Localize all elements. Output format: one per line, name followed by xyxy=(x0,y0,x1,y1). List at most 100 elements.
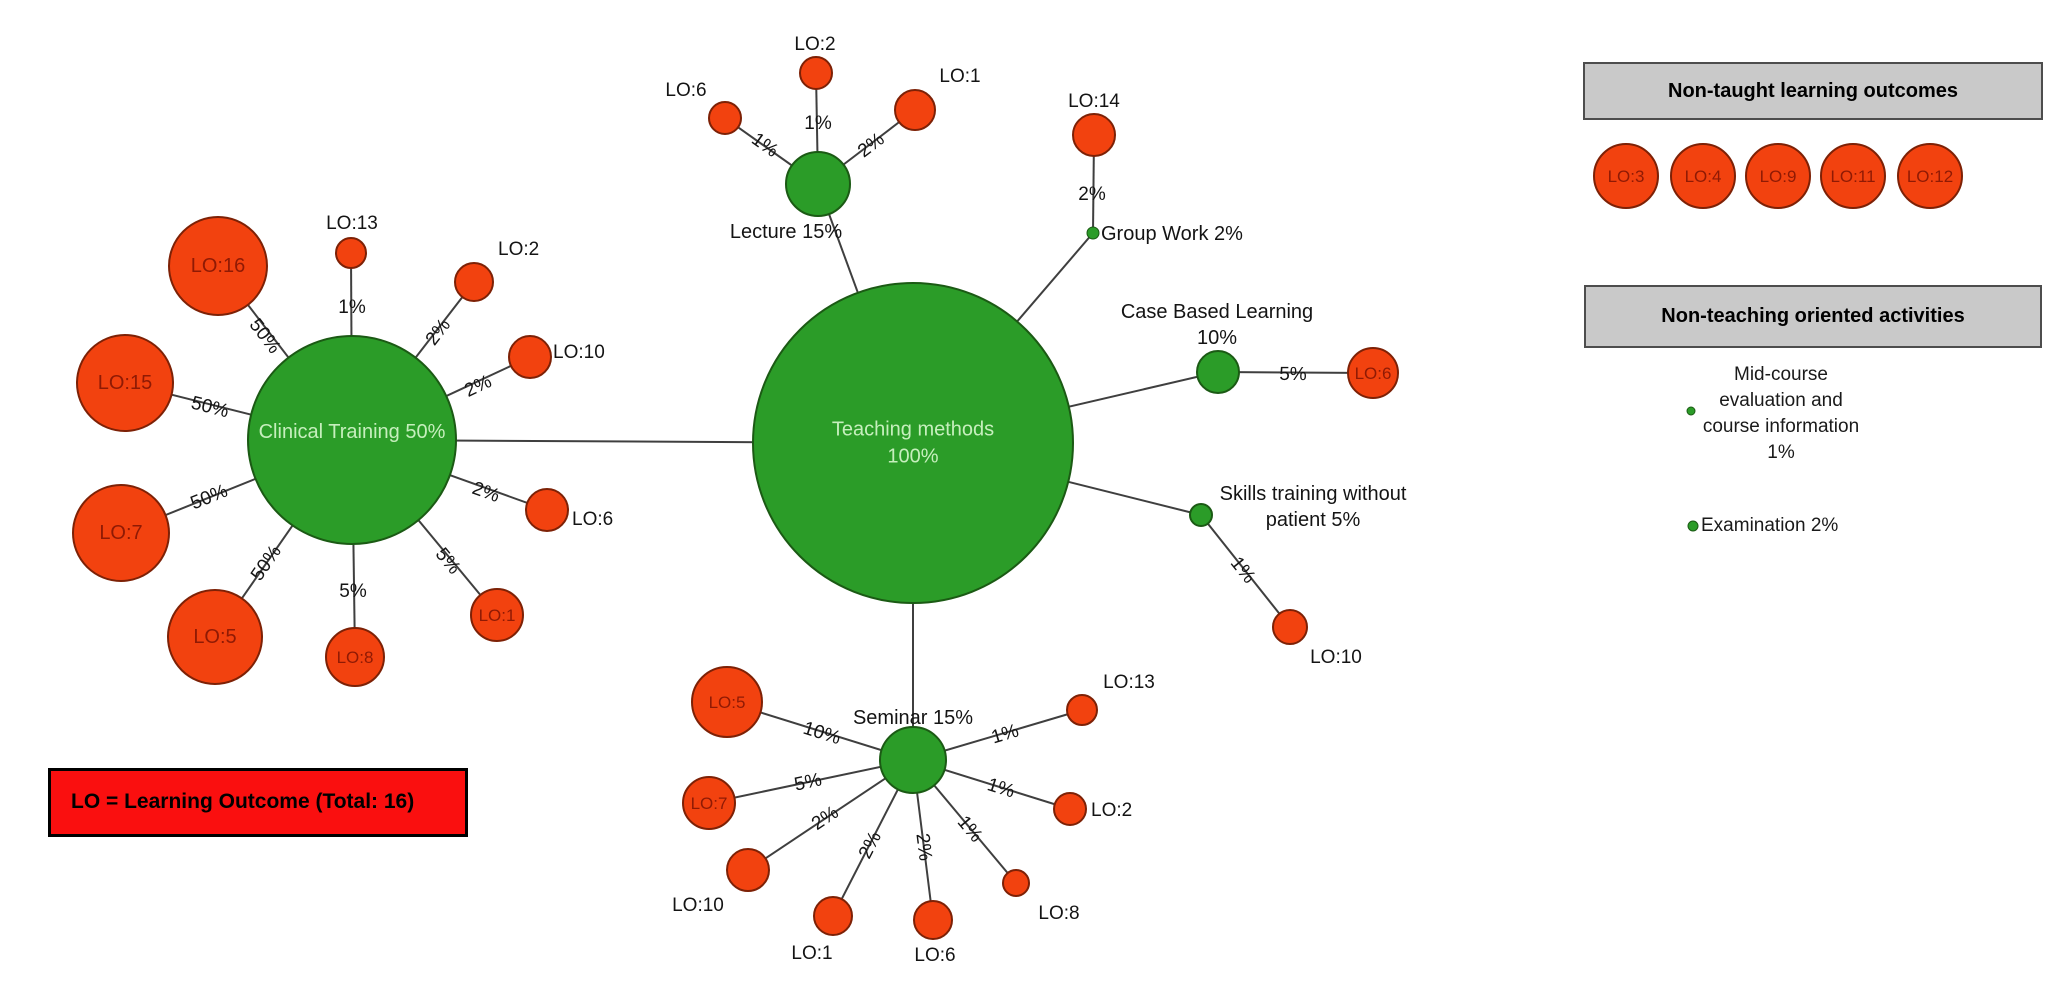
label-skills: Skills training without patient 5% xyxy=(1220,483,1407,531)
node-ct-lo2 xyxy=(454,262,494,302)
label-seminar: Seminar 15% xyxy=(853,707,973,729)
node-lecture xyxy=(785,151,851,217)
label-cbl-lo6: LO:6 xyxy=(1355,364,1392,383)
label-sem-lo6: LO:6 xyxy=(914,945,955,966)
label-nt-lo9: LO:9 xyxy=(1760,167,1797,186)
node-dot-midcourse xyxy=(1686,406,1696,416)
midcourse-evaluation-entry: Mid-course evaluation and course informati… xyxy=(1661,362,1901,466)
label-sem-lo5: LO:5 xyxy=(709,693,746,712)
legend-entry-line: 1% xyxy=(1767,442,1795,463)
label-ct-lo5: LO:5 xyxy=(193,626,236,648)
node-ct-lo13 xyxy=(335,237,367,269)
node-cbl xyxy=(1196,350,1240,394)
label-ct-lo7: LO:7 xyxy=(99,522,142,544)
label-groupwork: Group Work 2% xyxy=(1101,223,1243,245)
legend-entry-line: Mid-course xyxy=(1734,364,1828,385)
label-sem-lo8: LO:8 xyxy=(1038,903,1079,924)
label-lec-lo1: LO:1 xyxy=(939,66,980,87)
node-ct-lo15 xyxy=(76,334,174,432)
label-nt-lo3: LO:3 xyxy=(1608,167,1645,186)
label-ct-lo1: LO:1 xyxy=(479,606,516,625)
node-seminar xyxy=(879,726,947,794)
node-sem-lo1 xyxy=(813,896,853,936)
node-ct-lo16 xyxy=(168,216,268,316)
edge-label-seminar-sem-lo5: 10% xyxy=(801,718,844,749)
node-nt-lo3 xyxy=(1593,143,1659,209)
edge-label-cbl-cbl-lo6: 5% xyxy=(1279,364,1307,385)
edge-label-seminar-sem-lo10: 2% xyxy=(808,802,843,835)
node-ct-lo6 xyxy=(525,488,569,532)
label-sem-lo1: LO:1 xyxy=(791,943,832,964)
edge-label-clinical-ct-lo13: 1% xyxy=(338,297,366,318)
node-teaching xyxy=(752,282,1074,604)
label-gw-lo14: LO:14 xyxy=(1068,91,1120,112)
edge-skills-sk-lo10 xyxy=(1200,514,1291,628)
edge-label-clinical-ct-lo5: 50% xyxy=(247,542,286,585)
edge-label-clinical-ct-lo15: 50% xyxy=(189,393,231,423)
node-cbl-lo6 xyxy=(1347,347,1399,399)
label-sem-lo13: LO:13 xyxy=(1103,672,1155,693)
node-ct-lo1 xyxy=(470,588,524,642)
edge-label-groupwork-gw-lo14: 2% xyxy=(1078,184,1106,205)
label-sem-lo7: LO:7 xyxy=(691,794,728,813)
edge-label-seminar-sem-lo1: 2% xyxy=(855,828,886,862)
edge-label-clinical-ct-lo16: 50% xyxy=(245,315,285,358)
legend-entry-line: evaluation and xyxy=(1719,390,1843,411)
label-ct-lo10: LO:10 xyxy=(553,342,605,363)
edge-label-clinical-ct-lo7: 50% xyxy=(188,481,231,515)
node-ct-lo10 xyxy=(508,335,552,379)
node-lec-lo6 xyxy=(708,101,742,135)
label-lecture: Lecture 15% xyxy=(730,221,843,243)
node-nt-lo4 xyxy=(1670,143,1736,209)
node-ct-lo7 xyxy=(72,484,170,582)
node-nt-lo9 xyxy=(1745,143,1811,209)
node-ct-lo5 xyxy=(167,589,263,685)
edge-label-lecture-lec-lo6: 1% xyxy=(747,129,782,162)
edge-seminar-sem-lo7 xyxy=(708,759,914,804)
label-ct-lo16: LO:16 xyxy=(191,255,245,277)
label-ct-lo15: LO:15 xyxy=(98,372,152,394)
legend-entry-line: course information xyxy=(1702,416,1860,437)
label-sem-lo10: LO:10 xyxy=(672,895,724,916)
node-dot-exam xyxy=(1687,520,1699,532)
label-ct-lo8: LO:8 xyxy=(337,648,374,667)
edge-label-lecture-lec-lo2: 1% xyxy=(804,113,832,134)
node-clinical xyxy=(247,335,457,545)
node-lec-lo2 xyxy=(799,56,833,90)
node-sem-lo10 xyxy=(726,848,770,892)
node-sem-lo8 xyxy=(1002,869,1030,897)
label-cbl: Case Based Learning 10% xyxy=(1121,301,1313,349)
edge-label-clinical-ct-lo1: 5% xyxy=(431,544,465,579)
node-ct-lo8 xyxy=(325,627,385,687)
label-teaching: Teaching methods 100% xyxy=(832,419,994,468)
label-lec-lo2: LO:2 xyxy=(794,34,835,55)
label-sk-lo10: LO:10 xyxy=(1310,647,1362,668)
label-nt-lo4: LO:4 xyxy=(1685,167,1722,186)
node-groupwork xyxy=(1086,226,1100,240)
label-nt-lo11: LO:11 xyxy=(1830,167,1875,186)
node-sem-lo6 xyxy=(913,900,953,940)
node-sem-lo13 xyxy=(1066,694,1098,726)
edge-label-seminar-sem-lo2: 1% xyxy=(985,774,1018,802)
examination-entry: Examination 2% xyxy=(1701,515,1839,536)
node-sem-lo7 xyxy=(682,776,736,830)
node-nt-lo11 xyxy=(1820,143,1886,209)
node-lec-lo1 xyxy=(894,89,936,131)
edge-label-clinical-ct-lo6: 2% xyxy=(469,478,502,507)
edge-label-seminar-sem-lo13: 1% xyxy=(989,720,1021,748)
label-ct-lo2: LO:2 xyxy=(498,239,539,260)
label-nt-lo12: LO:12 xyxy=(1907,167,1953,186)
learning-outcome-note: LO = Learning Outcome (Total: 16) xyxy=(48,768,468,837)
node-nt-lo12 xyxy=(1897,143,1963,209)
node-skills xyxy=(1189,503,1213,527)
node-sem-lo2 xyxy=(1053,792,1087,826)
edge-label-seminar-sem-lo6: 2% xyxy=(911,832,935,862)
label-lec-lo6: LO:6 xyxy=(665,80,706,101)
node-sem-lo5 xyxy=(691,666,763,738)
label-ct-lo6: LO:6 xyxy=(572,509,613,530)
edge-label-seminar-sem-lo7: 5% xyxy=(792,769,823,795)
non-taught-legend-box: Non-taught learning outcomes xyxy=(1583,62,2043,120)
edge-label-clinical-ct-lo8: 5% xyxy=(339,581,367,602)
